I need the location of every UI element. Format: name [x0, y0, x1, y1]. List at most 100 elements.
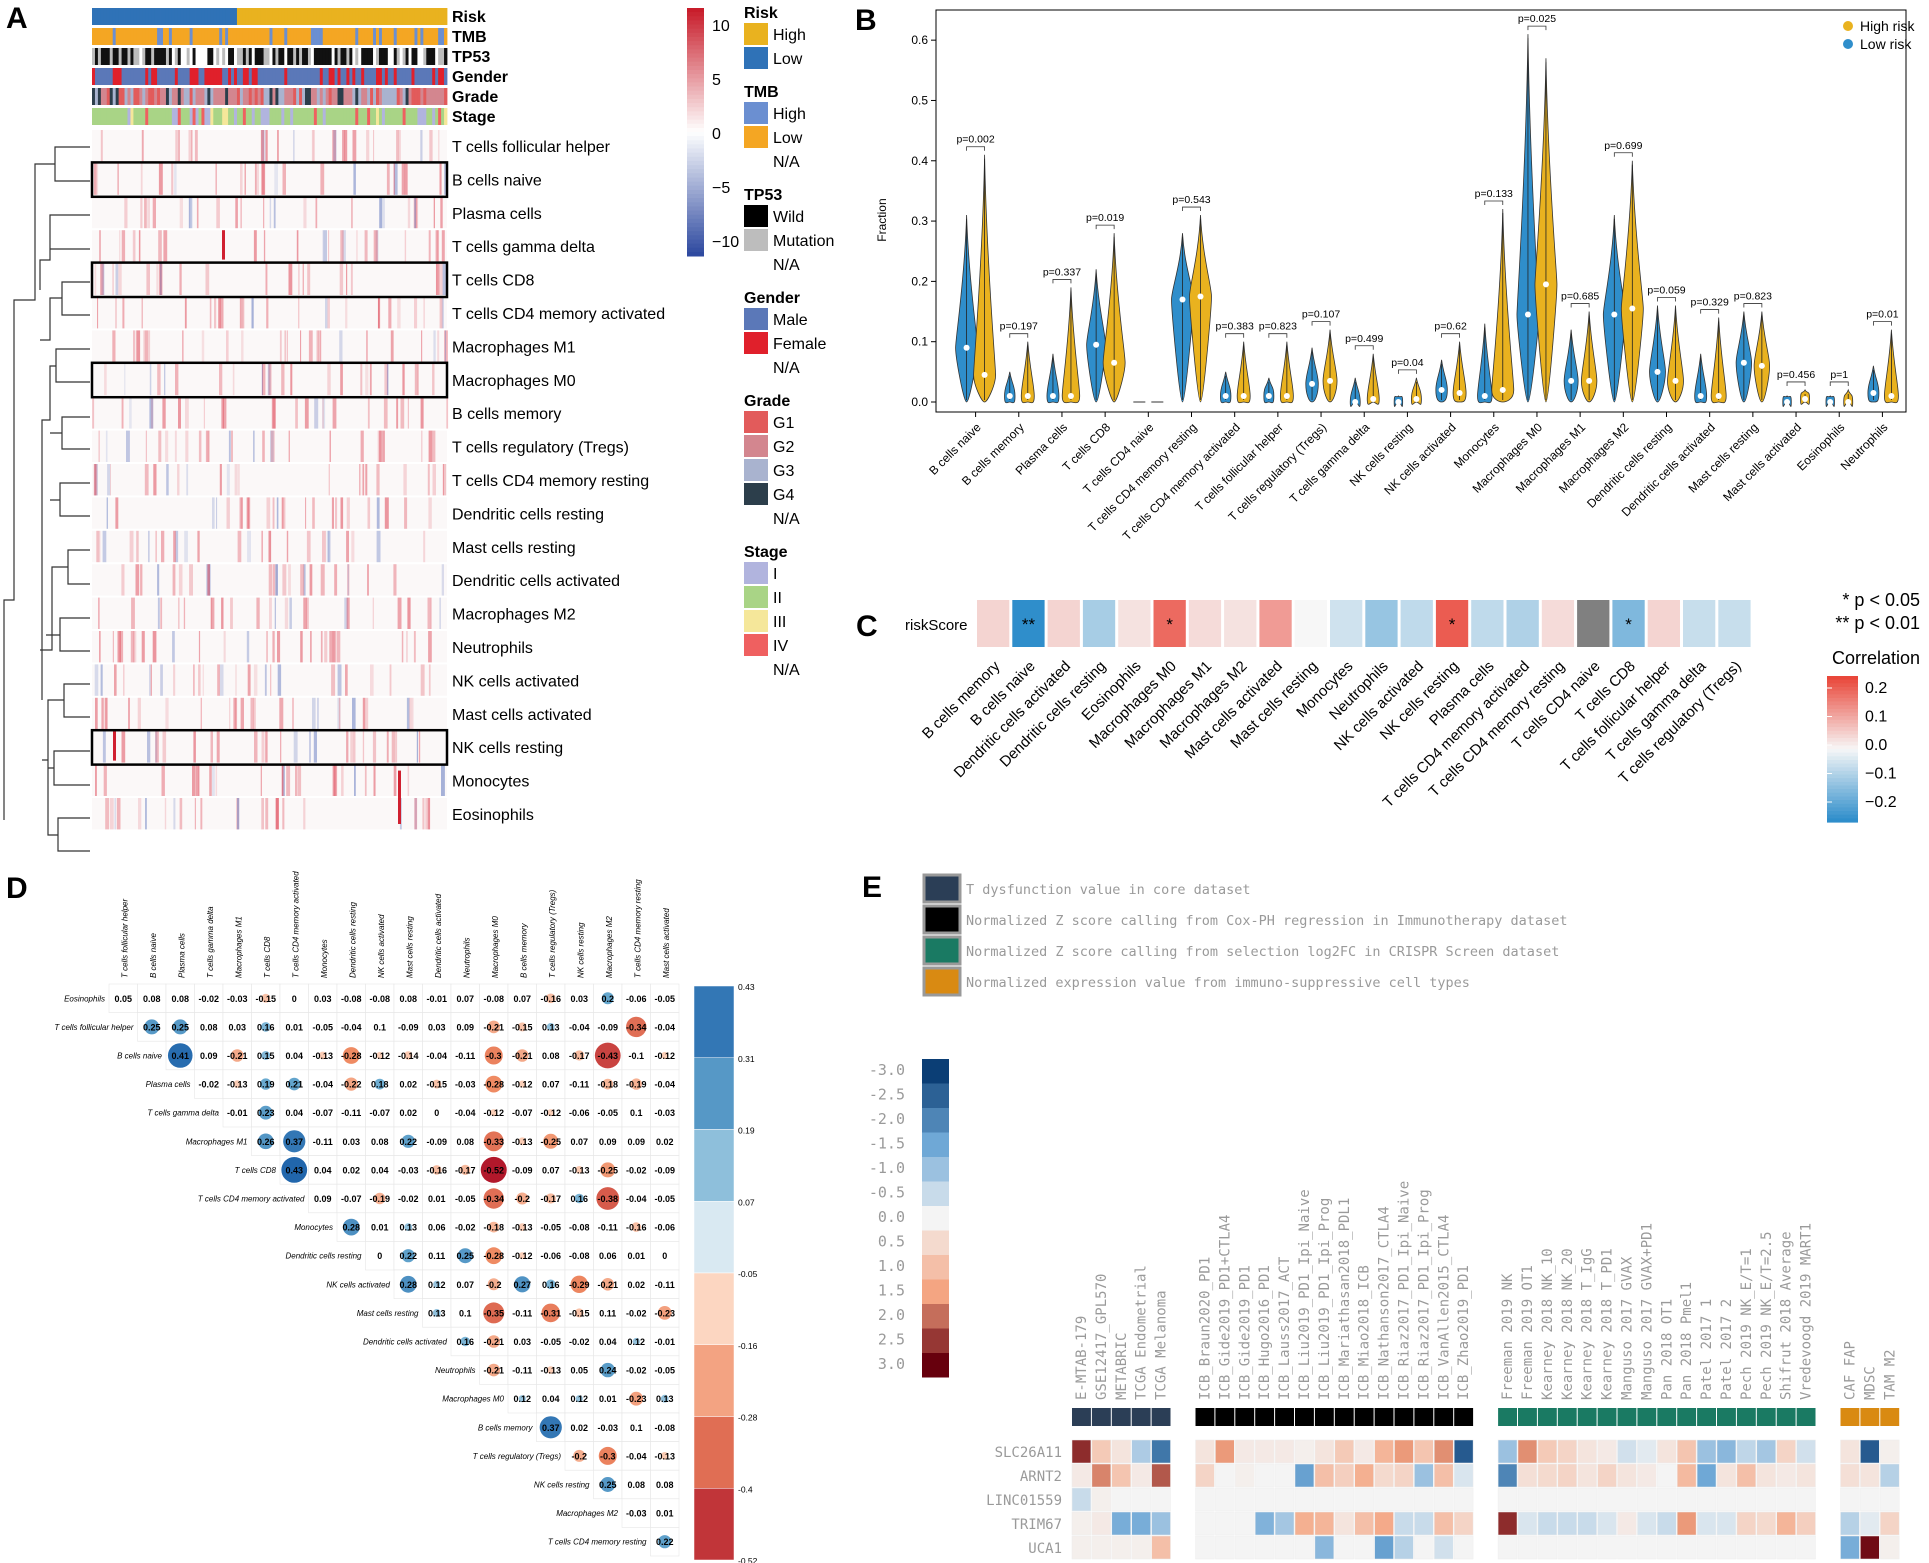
row-label: B cells naive — [117, 1052, 162, 1061]
track-cell — [429, 48, 433, 65]
track-cell — [257, 108, 262, 125]
matrix-value: 0.15 — [257, 1051, 275, 1061]
colorbar-step — [687, 103, 704, 108]
matrix-circle — [573, 1449, 586, 1462]
legend-swatch — [922, 966, 962, 997]
dataset-label: Freeman 2019 NK — [1500, 1273, 1516, 1400]
group-bar-cell — [1394, 1408, 1414, 1426]
track-cell — [109, 108, 114, 125]
track-cell — [242, 68, 247, 85]
panel-letter-a: A — [6, 2, 28, 35]
track-cell — [124, 88, 128, 105]
track-cell — [420, 8, 424, 25]
heatmap-row — [92, 731, 447, 763]
track-cell — [337, 8, 341, 25]
matrix-value: 0.02 — [656, 1137, 674, 1147]
scale-step — [922, 1059, 949, 1084]
matrix-circle — [518, 1395, 526, 1403]
track-cell — [299, 28, 303, 45]
dataset-label: ICB_Braun2020_PD1 — [1197, 1257, 1213, 1400]
heatmap-stripe — [442, 464, 444, 496]
track-cell — [180, 88, 185, 105]
track-cell — [307, 48, 312, 65]
heatmap-cell — [1577, 1535, 1597, 1560]
heatmap-stripe — [441, 764, 445, 796]
track-cell — [438, 68, 442, 85]
matrix-cell-bg — [621, 983, 651, 1013]
matrix-cell-bg — [507, 1155, 537, 1185]
legend-label: I — [773, 566, 777, 583]
colorbar-step — [1827, 738, 1858, 743]
heatmap-stripe — [313, 731, 317, 763]
heatmap-stripe — [235, 697, 238, 730]
heatmap-row-bg — [92, 430, 447, 462]
track-cell — [207, 48, 211, 65]
pvalue-label: p=0.699 — [1604, 140, 1642, 152]
heatmap-stripe — [308, 330, 313, 362]
matrix-cell-bg — [393, 1012, 423, 1042]
matrix-cell-bg — [621, 1155, 651, 1185]
heatmap-stripe — [376, 497, 380, 529]
matrix-cell: 0.04 — [279, 1098, 309, 1128]
colorbar-step — [687, 173, 704, 178]
track-cell — [444, 48, 448, 65]
matrix-value: -0.02 — [398, 1194, 419, 1204]
track-cell — [384, 28, 389, 45]
group-bar-cell — [1275, 1408, 1294, 1426]
matrix-cell-bg — [593, 1012, 623, 1042]
track-cell — [343, 28, 347, 45]
track-cell — [426, 8, 430, 25]
track-cell — [92, 8, 96, 25]
track-cell — [414, 48, 418, 65]
track-cell — [355, 88, 359, 105]
track-cell — [420, 48, 424, 65]
violin — [1735, 311, 1753, 403]
track-cell — [287, 88, 291, 105]
violin — [1800, 388, 1810, 405]
track-cell — [266, 28, 270, 45]
track-cell — [364, 28, 368, 45]
track-cell — [225, 88, 229, 105]
heatmap-row — [92, 163, 447, 195]
heatmap-stripe — [295, 397, 298, 429]
significance-mark: ** — [1022, 615, 1036, 634]
colorbar-step — [1827, 701, 1858, 706]
matrix-circle — [661, 1051, 669, 1060]
heatmap-stripe — [444, 330, 446, 362]
track-cell — [234, 108, 238, 125]
track-cell — [352, 88, 356, 105]
heatmap-cell — [1414, 1535, 1434, 1560]
heatmap-stripe — [376, 530, 381, 563]
matrix-value: 0.05 — [114, 994, 132, 1004]
pvalue-bracket — [1743, 303, 1763, 308]
matrix-cell-bg — [422, 1012, 452, 1042]
cell-type-label: Neutrophils — [452, 640, 533, 657]
legend-label: IV — [773, 638, 788, 655]
dataset-label: ICB_Zhao2019_PD1 — [1456, 1265, 1472, 1400]
matrix-cell: -0.11 — [336, 1098, 366, 1128]
matrix-cell: -0.05 — [536, 1212, 566, 1242]
matrix-cell: 0.21 — [279, 1069, 309, 1099]
heatmap-stripe — [135, 564, 140, 596]
matrix-cell-bg — [564, 1069, 594, 1099]
track-cell — [367, 48, 371, 65]
heatmap-stripe — [119, 230, 121, 262]
heatmap-stripe — [393, 163, 398, 195]
matrix-cell: 0.07 — [536, 1069, 566, 1099]
legend-swatch — [744, 23, 768, 45]
matrix-cell-bg — [393, 1098, 423, 1128]
matrix-circle — [318, 1051, 327, 1060]
heatmap-stripe — [241, 330, 244, 362]
heatmap-stripe — [335, 497, 338, 529]
matrix-cell: -0.29 — [564, 1269, 594, 1299]
track-cell — [121, 8, 125, 25]
track-cell — [222, 8, 226, 25]
y-tick-label: 0.0 — [911, 395, 928, 409]
heatmap-stripe — [191, 130, 193, 162]
violin-median — [1542, 281, 1549, 288]
heatmap-stripe — [441, 230, 445, 262]
track-cell — [381, 8, 386, 25]
colorbar-step — [1827, 800, 1858, 805]
matrix-cell-bg — [536, 1326, 566, 1357]
matrix-cell: 0.07 — [564, 1126, 594, 1156]
